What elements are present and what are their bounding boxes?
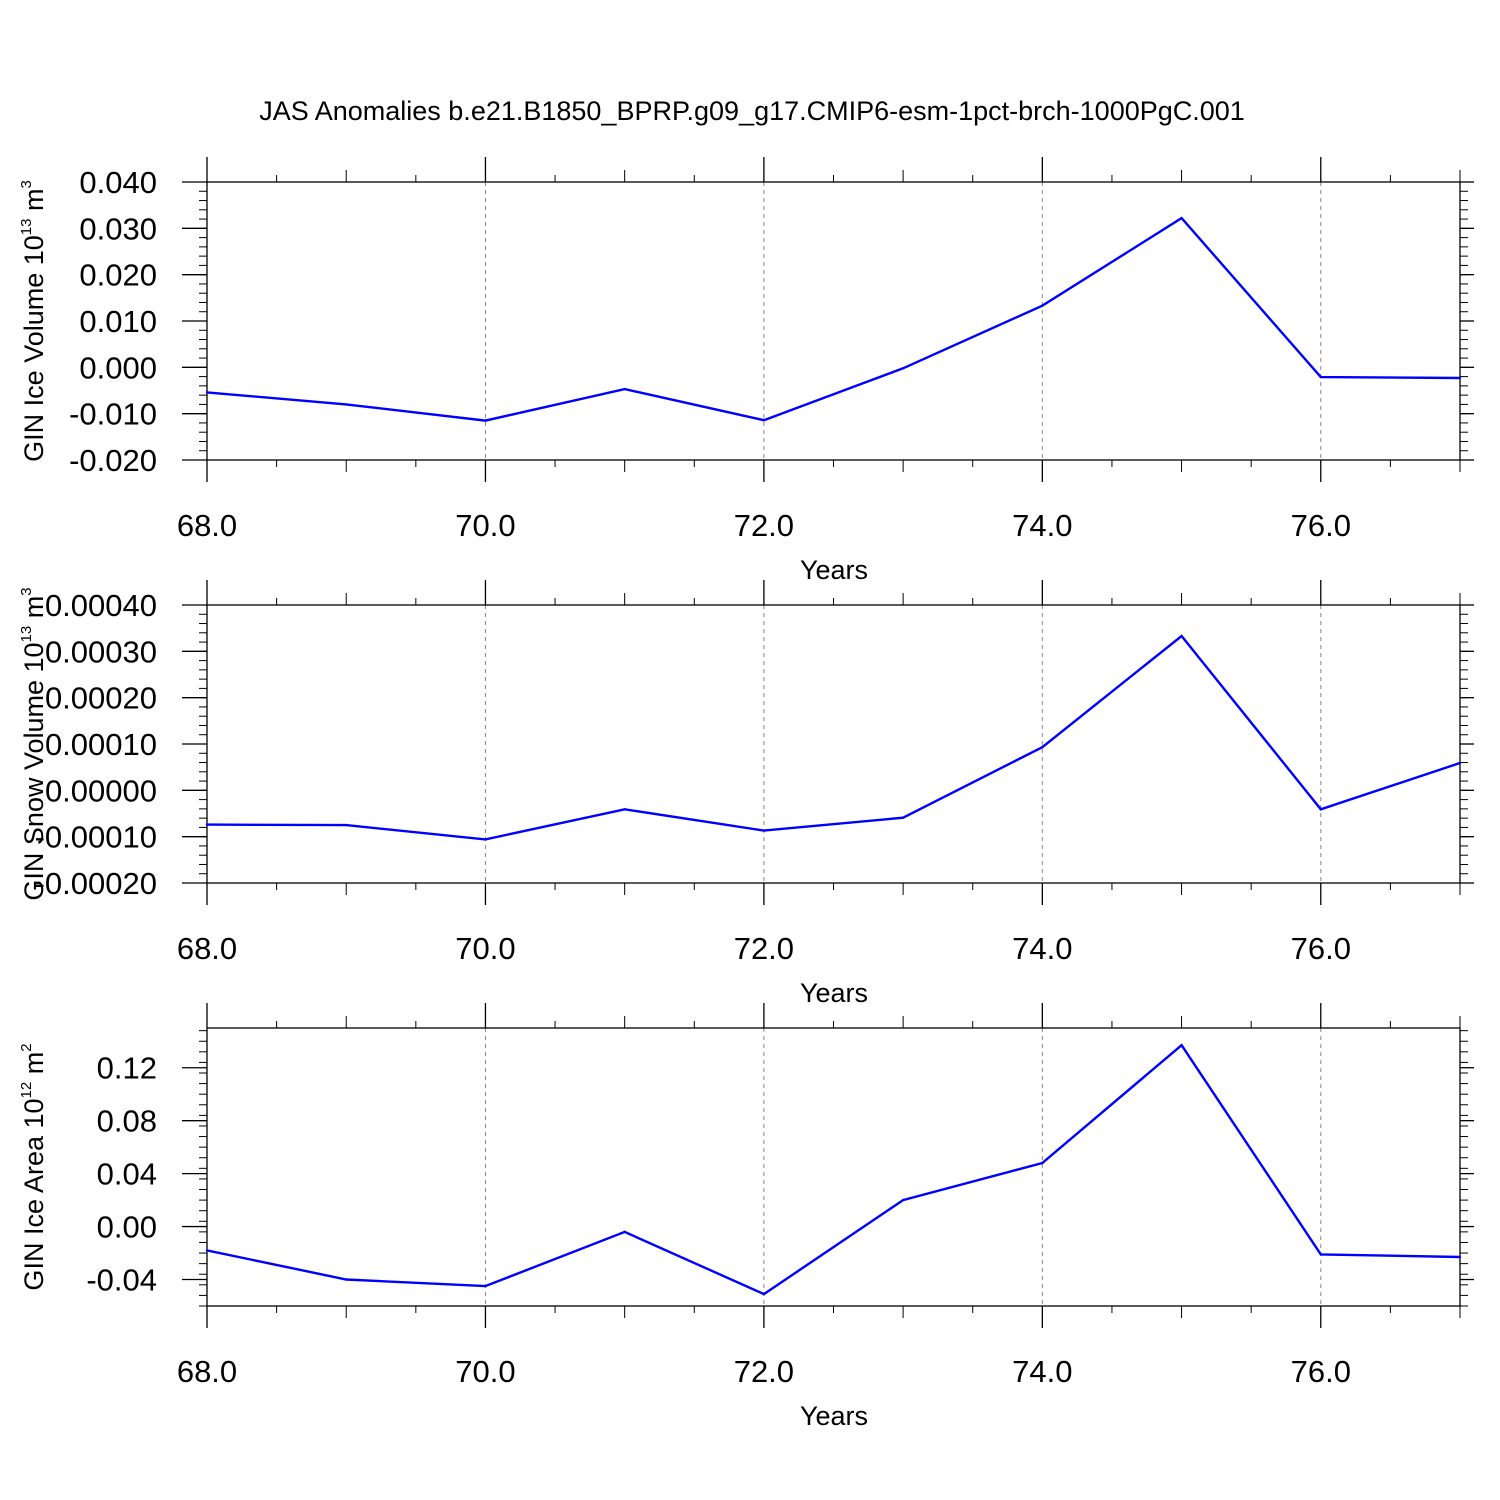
x-tick-label: 68.0: [177, 931, 237, 966]
y-tick-label: -0.00010: [35, 820, 157, 855]
data-point: [1041, 746, 1044, 749]
data-point: [484, 838, 487, 841]
y-tick-label: 0.12: [97, 1051, 157, 1086]
series-line: [207, 1043, 1460, 1296]
x-tick-label: 76.0: [1291, 508, 1351, 543]
data-point: [205, 391, 209, 394]
y-axis-label: GIN Ice Area 1012 m2: [18, 1043, 49, 1290]
data-point: [1319, 1253, 1322, 1256]
x-tick-label: 74.0: [1012, 1354, 1072, 1389]
panel-3: -0.04 0.00 0.04 0.08 0.12 68.0 70.0 72.0 74.0 76.…: [18, 1003, 1474, 1431]
data-point: [484, 1284, 487, 1288]
figure-title: JAS Anomalies b.e21.B1850_BPRP.g09_g17.C…: [259, 96, 1245, 126]
x-tick-label: 72.0: [734, 508, 794, 543]
data-point: [345, 403, 348, 406]
x-axis-label: Years: [800, 1401, 868, 1431]
data-point: [901, 1198, 905, 1202]
panel-2: -0.00020 -0.00010 0.00000 0.00010 0.00020 0.0…: [18, 580, 1474, 1008]
data-point: [623, 1230, 626, 1234]
y-tick-label: 0.020: [79, 258, 157, 293]
y-tick-label: 0.08: [97, 1104, 157, 1139]
y-tick-label: 0.04: [97, 1157, 157, 1192]
data-point: [1458, 761, 1462, 765]
y-tick-label: 0.00: [97, 1210, 157, 1245]
x-tick-label: 72.0: [734, 1354, 794, 1389]
x-tick-label: 72.0: [734, 931, 794, 966]
y-tick-label: -0.00020: [35, 866, 157, 901]
data-point: [1180, 634, 1183, 638]
panels: -0.020 -0.010 0.000 0.010 0.020 0.030 0.040 68.…: [18, 157, 1474, 1431]
x-tick-label: 70.0: [455, 931, 515, 966]
y-tick-label: 0.00010: [45, 727, 157, 762]
y-tick-label: 0.00030: [45, 634, 157, 669]
y-tick-label: 0.000: [79, 350, 157, 385]
x-tick-label: 76.0: [1291, 931, 1351, 966]
x-axis-label: Years: [800, 555, 868, 585]
data-point: [345, 823, 348, 827]
plot-frame: [206, 604, 1461, 884]
x-tick-label: 76.0: [1291, 1354, 1351, 1389]
data-point: [1319, 375, 1322, 379]
data-point: [1458, 1255, 1462, 1259]
data-point: [484, 419, 487, 422]
y-tick-label: 0.00020: [45, 681, 157, 716]
data-point: [1180, 216, 1183, 220]
data-point: [1319, 808, 1322, 811]
data-point: [623, 387, 626, 391]
data-point: [1180, 1044, 1183, 1047]
data-point: [762, 1292, 766, 1296]
data-point: [623, 808, 626, 811]
y-tick-label: -0.020: [69, 443, 157, 478]
panel-1: -0.020 -0.010 0.000 0.010 0.020 0.030 0.040 68.…: [18, 157, 1474, 585]
x-tick-label: 70.0: [455, 508, 515, 543]
y-tick-label: 0.040: [79, 165, 157, 200]
y-tick-label: -0.04: [86, 1263, 157, 1298]
series-line: [207, 634, 1460, 841]
y-tick-label: -0.010: [69, 397, 157, 432]
y-tick-label: 0.00040: [45, 588, 157, 623]
data-point: [762, 829, 766, 832]
series-line: [207, 216, 1460, 422]
data-point: [1041, 1161, 1044, 1165]
data-point: [205, 1249, 209, 1252]
x-tick-label: 74.0: [1012, 931, 1072, 966]
y-tick-label: 0.00000: [45, 773, 157, 808]
y-tick-label: 0.030: [79, 211, 157, 246]
data-point: [1458, 376, 1462, 380]
y-axis-label: GIN Ice Volume 1013 m3: [18, 180, 49, 462]
x-tick-label: 74.0: [1012, 508, 1072, 543]
data-point: [901, 816, 905, 819]
data-point: [901, 367, 905, 370]
x-tick-label: 70.0: [455, 1354, 515, 1389]
data-point: [762, 418, 766, 422]
y-axis-label: GIN Snow Volume 1013 m3: [18, 587, 49, 900]
x-axis-label: Years: [800, 978, 868, 1008]
x-tick-label: 68.0: [177, 1354, 237, 1389]
data-point: [1041, 304, 1044, 307]
x-tick-label: 68.0: [177, 508, 237, 543]
data-point: [345, 1278, 348, 1281]
plot-frame: [206, 1027, 1461, 1307]
data-point: [205, 823, 209, 826]
y-tick-label: 0.010: [79, 304, 157, 339]
